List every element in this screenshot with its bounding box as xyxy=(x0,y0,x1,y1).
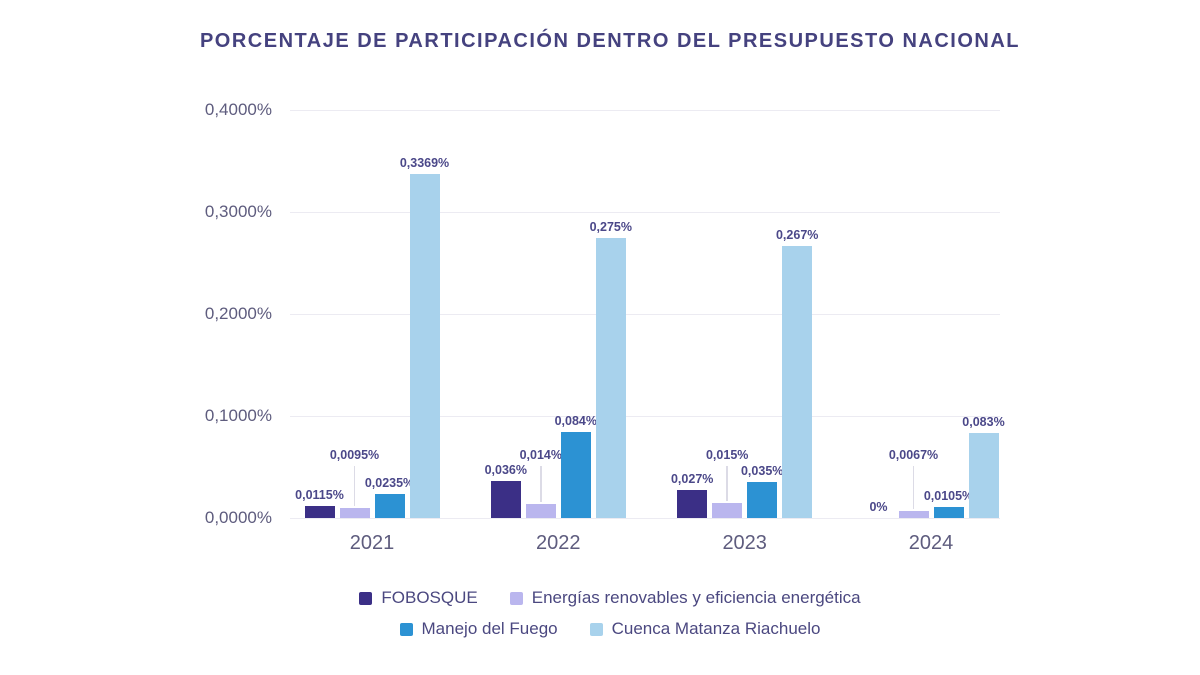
label-leader-line xyxy=(912,466,915,510)
legend-swatch xyxy=(589,622,603,636)
label-leader-line xyxy=(353,466,356,507)
legend-swatch xyxy=(509,591,523,605)
legend-item-fobosque: FOBOSQUE xyxy=(359,588,478,608)
bar-cuenca-2022 xyxy=(595,237,626,518)
bar-value-label: 0% xyxy=(869,500,888,514)
bar-value-label: 0,014% xyxy=(519,448,562,462)
legend-item-manejo: Manejo del Fuego xyxy=(399,619,558,639)
legend-rows: FOBOSQUE Energías renovables y eficiencia… xyxy=(310,588,910,639)
bar-value-label: 0,015% xyxy=(705,448,749,462)
legend-label: Cuenca Matanza Riachuelo xyxy=(611,619,821,638)
legend-swatch xyxy=(359,591,373,605)
bar-fobosque-2023 xyxy=(677,490,708,518)
legend-item-cuenca: Cuenca Matanza Riachuelo xyxy=(589,619,821,639)
bar-value-label: 0,084% xyxy=(554,414,597,429)
bar-energías-2022 xyxy=(525,503,556,518)
plot-area: 0,4000% 0,3000% 0,2000% 0,1000% 0,0000% 2021 0… xyxy=(205,100,1005,554)
bar-value-label: 0,027% xyxy=(670,472,714,487)
bar-value-label: 0,0235% xyxy=(364,476,415,491)
legend-swatch xyxy=(399,622,413,636)
bar-energías-2021 xyxy=(339,508,370,518)
bar-fobosque-2022 xyxy=(490,481,521,518)
x-axis-tick-label: 2024 xyxy=(908,532,954,554)
gridline xyxy=(290,518,1000,519)
chart-title: PORCENTAJE DE PARTICIPACIÓN DENTRO DEL P… xyxy=(199,30,1021,52)
bar-manejo-2023 xyxy=(747,482,778,518)
bar-value-label: 0,036% xyxy=(484,463,527,478)
y-axis-tick-label: 0,0000% xyxy=(204,508,272,527)
bar-energías-2023 xyxy=(712,502,743,518)
bar-cuenca-2024 xyxy=(968,433,999,518)
bar-value-label: 0,035% xyxy=(740,464,784,479)
legend: FOBOSQUE Energías renovables y eficiencia… xyxy=(20,588,1200,639)
bar-cuenca-2023 xyxy=(782,245,813,518)
bar-value-label: 0,267% xyxy=(775,227,819,242)
label-leader-line xyxy=(540,466,542,502)
bar-value-label: 0,0095% xyxy=(329,448,380,462)
bar-value-label: 0,275% xyxy=(589,219,632,234)
bar-manejo-2021 xyxy=(374,494,405,518)
gridline xyxy=(290,314,1000,315)
y-axis-tick-label: 0,4000% xyxy=(204,100,272,119)
bar-fobosque-2021 xyxy=(304,506,335,518)
bar-energías-2024 xyxy=(898,511,929,518)
legend-label: FOBOSQUE xyxy=(381,588,478,607)
bar-value-label: 0,0115% xyxy=(295,488,344,503)
y-axis-tick-label: 0,2000% xyxy=(204,304,272,323)
legend-item-energías: Energías renovables y eficiencia energét… xyxy=(509,588,861,608)
label-leader-line xyxy=(726,466,728,501)
bar-manejo-2024 xyxy=(933,507,964,518)
y-axis-tick-label: 0,1000% xyxy=(204,406,272,425)
y-axis-tick-label: 0,3000% xyxy=(204,202,272,221)
bar-value-label: 0,083% xyxy=(962,415,1005,430)
gridline xyxy=(290,416,1000,417)
bar-cuenca-2021 xyxy=(409,174,440,518)
bar-value-label: 0,0105% xyxy=(923,489,974,504)
legend-label: Energías renovables y eficiencia energét… xyxy=(531,588,861,607)
gridline xyxy=(290,110,1000,111)
bar-value-label: 0,0067% xyxy=(888,448,939,462)
x-axis-tick-label: 2022 xyxy=(536,532,581,554)
bar-value-label: 0,3369% xyxy=(399,156,450,171)
x-axis-tick-label: 2023 xyxy=(722,532,767,554)
bar-manejo-2022 xyxy=(560,432,591,518)
gridline xyxy=(290,212,1000,213)
legend-label: Manejo del Fuego xyxy=(421,619,558,638)
x-axis-tick-label: 2021 xyxy=(349,532,395,554)
